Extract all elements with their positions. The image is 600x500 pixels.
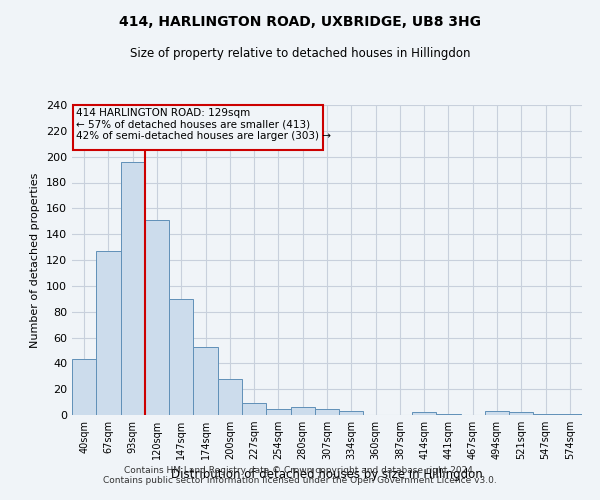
Bar [315,408,339,415]
Bar [72,360,96,415]
Bar [242,404,266,415]
Bar [412,412,436,415]
Text: 414, HARLINGTON ROAD, UXBRIDGE, UB8 3HG: 414, HARLINGTON ROAD, UXBRIDGE, UB8 3HG [119,15,481,29]
Bar [533,414,558,415]
Bar [290,407,315,415]
Bar [558,414,582,415]
Text: Size of property relative to detached houses in Hillingdon: Size of property relative to detached ho… [130,48,470,60]
Bar [266,408,290,415]
Y-axis label: Number of detached properties: Number of detached properties [31,172,40,348]
Bar [169,298,193,415]
Bar [485,411,509,415]
X-axis label: Distribution of detached houses by size in Hillingdon: Distribution of detached houses by size … [171,468,483,480]
Bar [193,346,218,415]
Bar [339,411,364,415]
Bar [121,162,145,415]
Text: Contains HM Land Registry data © Crown copyright and database right 2024.
Contai: Contains HM Land Registry data © Crown c… [103,466,497,485]
Bar [145,220,169,415]
Bar [218,379,242,415]
FancyBboxPatch shape [73,105,323,150]
Bar [436,414,461,415]
Text: 414 HARLINGTON ROAD: 129sqm
← 57% of detached houses are smaller (413)
42% of se: 414 HARLINGTON ROAD: 129sqm ← 57% of det… [76,108,331,141]
Bar [509,412,533,415]
Bar [96,251,121,415]
